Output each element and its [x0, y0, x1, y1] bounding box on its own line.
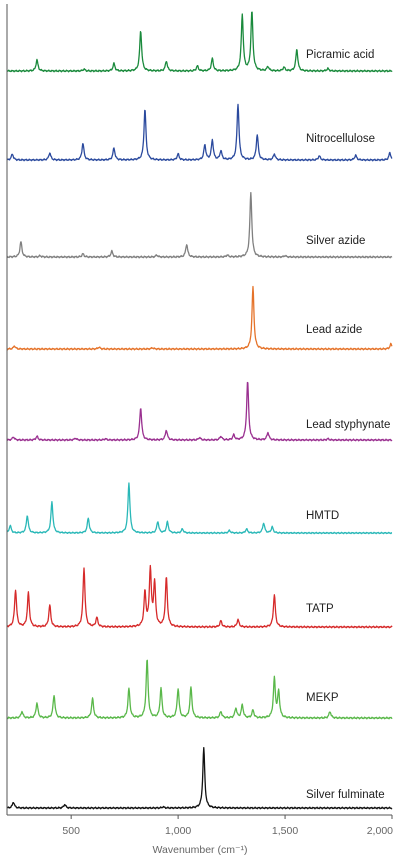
series-line-silver-azide	[6, 191, 393, 259]
x-tick-label: 1,000	[165, 825, 191, 837]
series-label: TATP	[306, 603, 334, 615]
series-line-tatp	[6, 564, 393, 629]
series-line-nitrocellulose	[6, 103, 393, 162]
series-label: Silver azide	[306, 235, 365, 247]
x-tick-label: 2,000	[367, 825, 393, 837]
series-labels: Picramic acid Nitrocellulose Silver azide L…	[306, 49, 390, 801]
series-label: Nitrocellulose	[306, 133, 375, 145]
x-axis: 500 1,000 1,500 2,000	[6, 4, 393, 837]
series-label: Lead azide	[306, 324, 362, 336]
series-label: Picramic acid	[306, 49, 374, 61]
series-line-picramic-acid	[6, 11, 393, 73]
series-line-hmtd	[6, 482, 393, 535]
series-label: Lead styphynate	[306, 419, 390, 431]
series-label: HMTD	[306, 510, 339, 522]
series-line-lead-azide	[6, 285, 393, 351]
x-tick-label: 500	[62, 825, 80, 837]
series-line-lead-styphynate	[6, 381, 393, 442]
series-label: Silver fulminate	[306, 789, 385, 801]
series-label: MEKP	[306, 692, 339, 704]
series-layer	[6, 11, 393, 810]
x-axis-title: Wavenumber (cm⁻¹)	[153, 844, 248, 856]
series-line-silver-fulminate	[6, 746, 393, 810]
x-tick-label: 1,500	[272, 825, 298, 837]
series-line-mekp	[6, 659, 393, 720]
